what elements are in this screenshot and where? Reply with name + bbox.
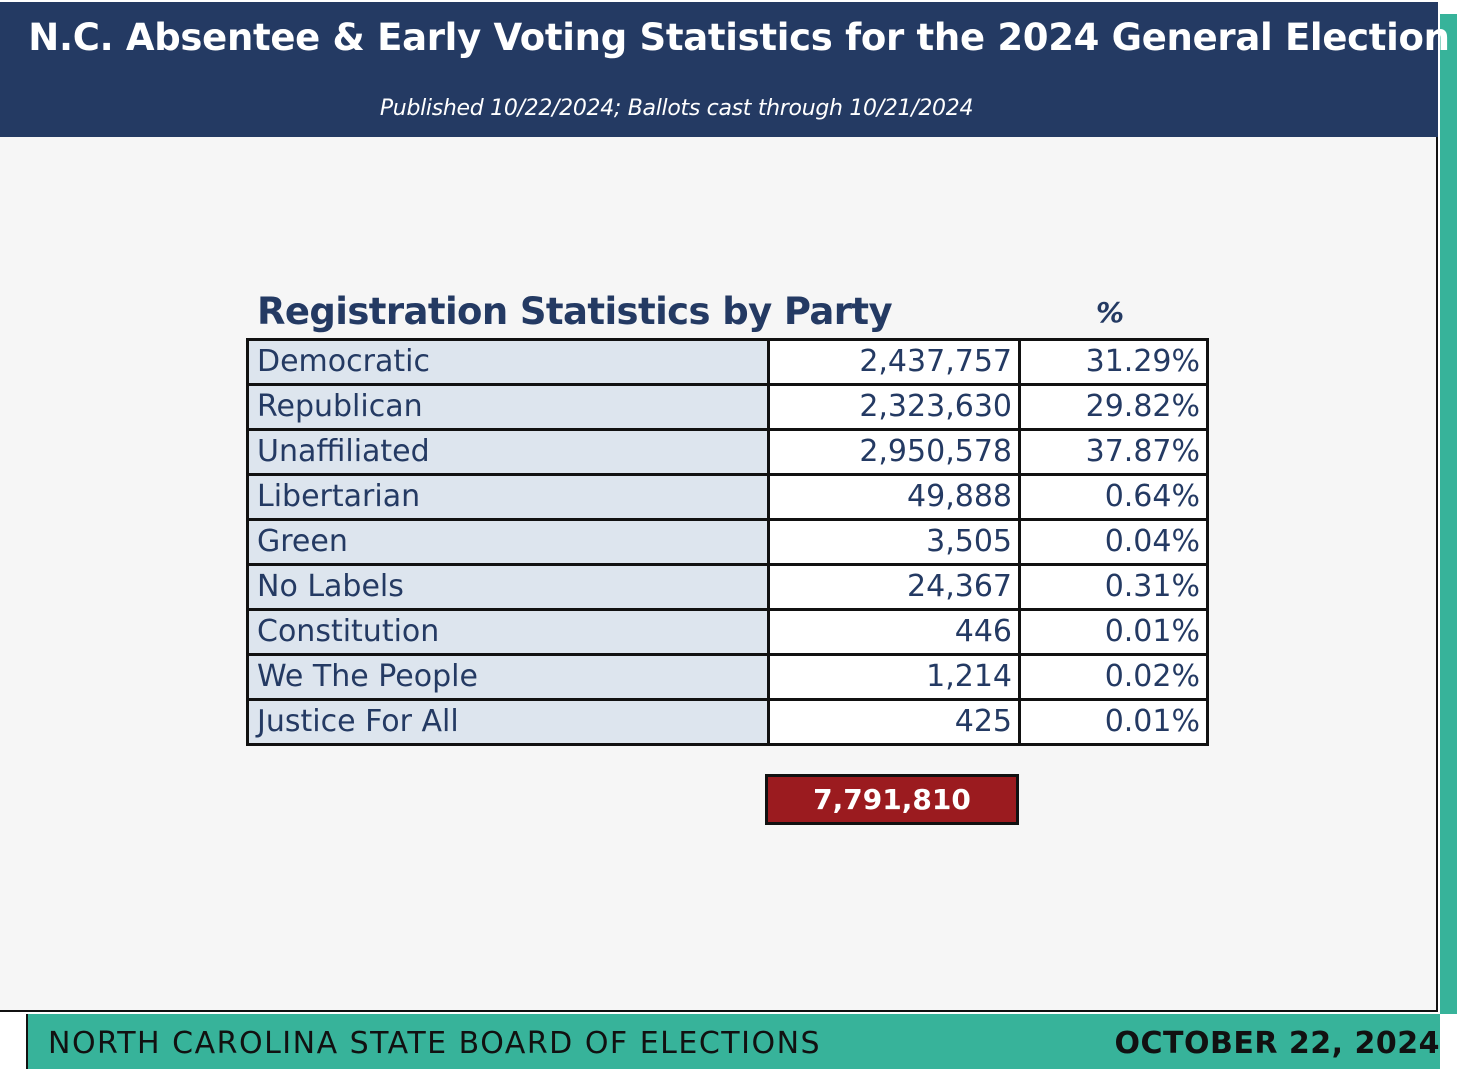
party-cell: Justice For All bbox=[246, 698, 770, 746]
party-cell: No Labels bbox=[246, 563, 770, 611]
percent-cell: 0.02% bbox=[1018, 653, 1209, 701]
party-cell: Unaffiliated bbox=[246, 428, 770, 476]
count-cell: 1,214 bbox=[767, 653, 1021, 701]
table-row: Republican 2,323,630 29.82% bbox=[246, 383, 1209, 431]
count-cell: 49,888 bbox=[767, 473, 1021, 521]
party-cell: Republican bbox=[246, 383, 770, 431]
count-cell: 2,437,757 bbox=[767, 338, 1021, 386]
percent-cell: 31.29% bbox=[1018, 338, 1209, 386]
party-cell: Green bbox=[246, 518, 770, 566]
table-row: We The People 1,214 0.02% bbox=[246, 653, 1209, 701]
count-cell: 446 bbox=[767, 608, 1021, 656]
count-cell: 425 bbox=[767, 698, 1021, 746]
percent-cell: 0.31% bbox=[1018, 563, 1209, 611]
table-row: Justice For All 425 0.01% bbox=[246, 698, 1209, 746]
percent-cell: 0.01% bbox=[1018, 608, 1209, 656]
registration-table: Democratic 2,437,757 31.29% Republican 2,323… bbox=[246, 338, 1209, 746]
percent-cell: 0.64% bbox=[1018, 473, 1209, 521]
footer-bar: NORTH CAROLINA STATE BOARD OF ELECTIONS … bbox=[26, 1014, 1440, 1069]
header-banner: N.C. Absentee & Early Voting Statistics … bbox=[0, 2, 1450, 137]
table-row: No Labels 24,367 0.31% bbox=[246, 563, 1209, 611]
count-cell: 24,367 bbox=[767, 563, 1021, 611]
page-title: N.C. Absentee & Early Voting Statistics … bbox=[28, 16, 1450, 59]
table-row: Constitution 446 0.01% bbox=[246, 608, 1209, 656]
footer-organization: NORTH CAROLINA STATE BOARD OF ELECTIONS bbox=[48, 1026, 822, 1061]
percent-cell: 0.04% bbox=[1018, 518, 1209, 566]
percent-cell: 29.82% bbox=[1018, 383, 1209, 431]
party-cell: Constitution bbox=[246, 608, 770, 656]
footer-date: OCTOBER 22, 2024 bbox=[1114, 1026, 1440, 1061]
count-cell: 3,505 bbox=[767, 518, 1021, 566]
table-row: Democratic 2,437,757 31.29% bbox=[246, 338, 1209, 386]
table-heading: Registration Statistics by Party bbox=[257, 290, 893, 333]
percent-cell: 37.87% bbox=[1018, 428, 1209, 476]
teal-accent-bar bbox=[1440, 14, 1457, 1014]
total-registrations: 7,791,810 bbox=[765, 774, 1019, 825]
party-cell: We The People bbox=[246, 653, 770, 701]
table-row: Libertarian 49,888 0.64% bbox=[246, 473, 1209, 521]
party-cell: Democratic bbox=[246, 338, 770, 386]
count-cell: 2,950,578 bbox=[767, 428, 1021, 476]
table-row: Green 3,505 0.04% bbox=[246, 518, 1209, 566]
percent-column-heading: % bbox=[1096, 296, 1125, 329]
percent-cell: 0.01% bbox=[1018, 698, 1209, 746]
table-row: Unaffiliated 2,950,578 37.87% bbox=[246, 428, 1209, 476]
count-cell: 2,323,630 bbox=[767, 383, 1021, 431]
page-subtitle: Published 10/22/2024; Ballots cast throu… bbox=[379, 96, 974, 121]
party-cell: Libertarian bbox=[246, 473, 770, 521]
